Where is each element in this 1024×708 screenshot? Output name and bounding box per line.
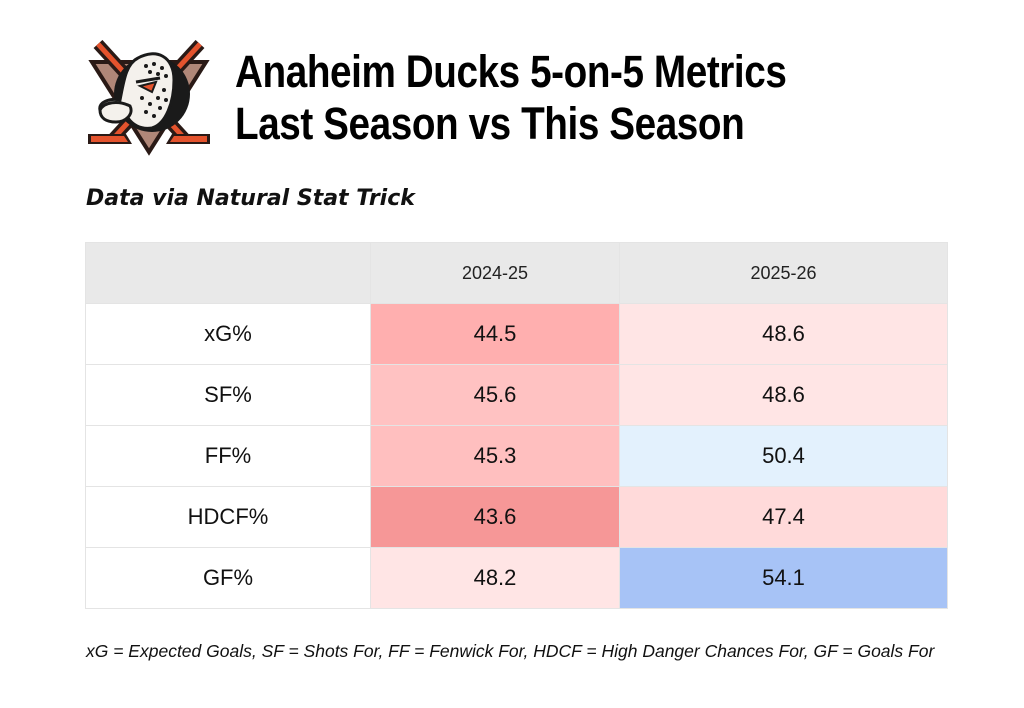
header-2024-25: 2024-25 xyxy=(370,242,620,304)
metrics-table: 2024-25 2025-26 xG% 44.5 48.6 SF% 45.6 4… xyxy=(85,242,948,609)
metric-label: GF% xyxy=(85,547,371,609)
value-2025-26: 50.4 xyxy=(619,425,948,487)
metric-label: FF% xyxy=(85,425,371,487)
metric-label: HDCF% xyxy=(85,486,371,548)
value-2024-25: 44.5 xyxy=(370,303,620,365)
value-2024-25: 45.6 xyxy=(370,364,620,426)
value-2025-26: 48.6 xyxy=(619,303,948,365)
title-line-1: Anaheim Ducks 5-on-5 Metrics xyxy=(235,46,787,97)
table-row: FF% 45.3 50.4 xyxy=(85,425,948,487)
metric-label: SF% xyxy=(85,364,371,426)
table-row: HDCF% 43.6 47.4 xyxy=(85,486,948,548)
metric-label: xG% xyxy=(85,303,371,365)
table-row: SF% 45.6 48.6 xyxy=(85,364,948,426)
value-2024-25: 43.6 xyxy=(370,486,620,548)
data-source-subtitle: Data via Natural Stat Trick xyxy=(86,186,415,211)
header-metric xyxy=(85,242,371,304)
value-2025-26: 48.6 xyxy=(619,364,948,426)
header-2025-26: 2025-26 xyxy=(619,242,948,304)
value-2024-25: 45.3 xyxy=(370,425,620,487)
page-title: Anaheim Ducks 5-on-5 Metrics Last Season… xyxy=(235,46,787,150)
value-2025-26: 47.4 xyxy=(619,486,948,548)
abbreviations-footnote: xG = Expected Goals, SF = Shots For, FF … xyxy=(86,641,935,661)
value-2025-26: 54.1 xyxy=(619,547,948,609)
value-2024-25: 48.2 xyxy=(370,547,620,609)
ducks-logo-icon xyxy=(86,39,212,158)
table-header-row: 2024-25 2025-26 xyxy=(85,242,948,304)
title-line-2: Last Season vs This Season xyxy=(235,98,745,149)
table-row: GF% 48.2 54.1 xyxy=(85,547,948,609)
table-row: xG% 44.5 48.6 xyxy=(85,303,948,365)
